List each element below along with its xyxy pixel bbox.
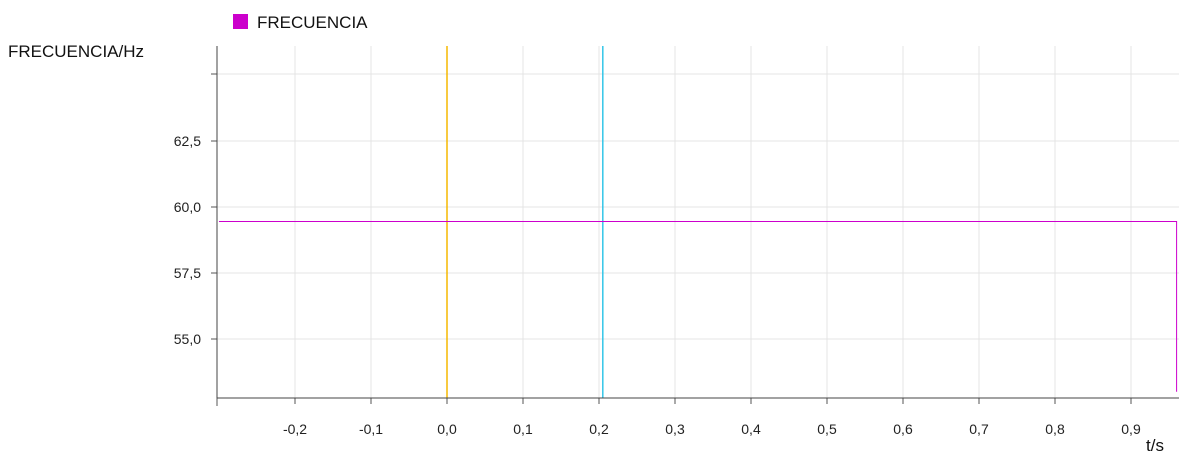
- x-tick-label: 0,7: [969, 421, 989, 437]
- y-tick-label: 57,5: [174, 265, 201, 281]
- x-tick-label: 0,9: [1121, 421, 1141, 437]
- x-tick-label: 0,4: [741, 421, 761, 437]
- legend: FRECUENCIA: [233, 13, 368, 32]
- x-tick-label: 0,2: [589, 421, 609, 437]
- x-tick-label: -0,2: [283, 421, 307, 437]
- y-axis-title: FRECUENCIA/Hz: [8, 42, 144, 61]
- y-tick-label: 62,5: [174, 133, 201, 149]
- series-layer: [219, 221, 1178, 392]
- x-tick-label: 0,5: [817, 421, 837, 437]
- axes: -0,2 -0,1 0,0 0,1 0,2 0,3 0,4 0,5 0,6 0,7 0,8 0,9 55…: [174, 46, 1179, 437]
- x-tick-label: 0,1: [513, 421, 533, 437]
- x-tick-label: 0,3: [665, 421, 685, 437]
- series-line: [219, 221, 1178, 392]
- y-tick-label: 60,0: [174, 199, 201, 215]
- x-tick-label: 0,6: [893, 421, 913, 437]
- x-axis-title: t/s: [1146, 436, 1164, 455]
- legend-label: FRECUENCIA: [257, 13, 368, 32]
- grid: [217, 46, 1179, 398]
- x-tick-label: 0,8: [1045, 421, 1065, 437]
- x-tick-label: -0,1: [359, 421, 383, 437]
- y-tick-label: 55,0: [174, 331, 201, 347]
- x-tick-label: 0,0: [437, 421, 457, 437]
- legend-swatch: [233, 14, 248, 29]
